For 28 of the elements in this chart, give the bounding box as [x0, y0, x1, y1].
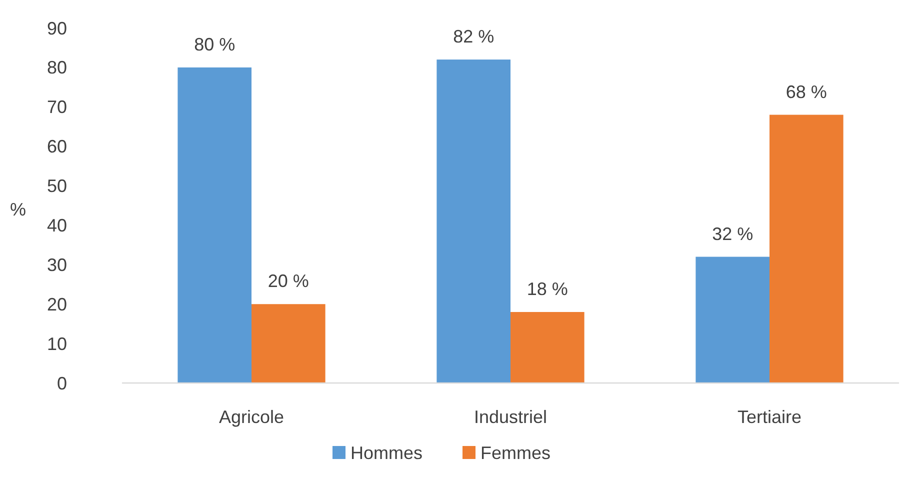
x-tick-label: Tertiaire	[737, 407, 802, 427]
bar	[770, 114, 844, 383]
x-tick-label: Industriel	[474, 407, 548, 427]
legend-label: Femmes	[480, 443, 551, 463]
y-tick-label: 90	[46, 18, 67, 38]
y-tick-label: 20	[46, 294, 67, 314]
x-tick-label: Agricole	[218, 407, 284, 427]
data-label: 68 %	[786, 82, 827, 102]
data-label: 82 %	[453, 26, 494, 47]
y-tick-label: 70	[46, 97, 67, 118]
bar	[696, 256, 770, 383]
bar	[510, 312, 584, 383]
bar	[436, 60, 510, 383]
y-tick-label: 40	[46, 216, 67, 236]
data-label: 18 %	[526, 279, 568, 299]
y-tick-label: 50	[46, 176, 67, 196]
y-axis-title: %	[10, 200, 26, 220]
y-tick-label: 0	[56, 373, 67, 394]
data-label: 80 %	[194, 34, 236, 54]
y-tick-label: 60	[46, 136, 67, 157]
y-tick-label: 80	[46, 58, 67, 78]
y-tick-label: 30	[46, 254, 67, 275]
y-tick-label: 10	[46, 334, 67, 354]
legend-label: Hommes	[350, 443, 423, 463]
data-label: 32 %	[712, 224, 754, 244]
bar	[252, 304, 326, 383]
data-label: 20 %	[268, 271, 309, 292]
bar	[178, 67, 252, 383]
